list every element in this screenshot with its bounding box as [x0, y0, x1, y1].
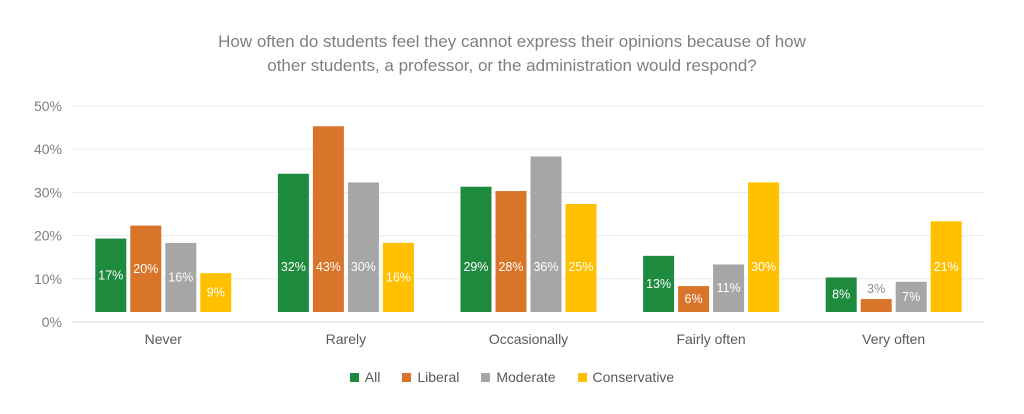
bar-moderate-fairly-often: [713, 264, 745, 312]
bar-moderate-very-often: [895, 281, 927, 312]
bar-liberal-never: [130, 225, 162, 312]
data-label: 29%: [463, 260, 488, 274]
bar-all-never: [95, 238, 127, 312]
data-label: 11%: [717, 281, 741, 295]
bar-liberal-occasionally: [495, 191, 527, 312]
legend-swatch: [349, 372, 359, 382]
x-axis-categories: Never Rarely Occasionally Fairly often Very …: [145, 331, 926, 347]
legend-item-all: All: [349, 369, 381, 385]
legend-swatch: [577, 372, 587, 382]
data-label: 9%: [207, 286, 225, 300]
bar-liberal-fairly-often: [678, 286, 710, 312]
legend-swatch: [402, 372, 412, 382]
data-label: 16%: [386, 270, 411, 284]
category-label: Fairly often: [676, 331, 745, 347]
legend-item-liberal: Liberal: [402, 369, 459, 385]
bar-conservative-rarely: [382, 242, 414, 312]
chart-title-line-2: other students, a professor, or the admi…: [267, 56, 757, 75]
bar-all-occasionally: [460, 186, 492, 312]
bars: [95, 126, 962, 313]
y-tick-label: 0%: [42, 314, 62, 330]
bar-all-very-often: [825, 277, 857, 312]
bar-all-rarely: [277, 173, 309, 312]
data-label: 28%: [498, 260, 523, 274]
chart-title: How often do students feel they cannot e…: [0, 30, 1024, 78]
data-label: 8%: [832, 288, 850, 302]
y-tick-label: 20%: [34, 228, 62, 244]
data-label: 6%: [685, 292, 703, 306]
data-label: 7%: [902, 290, 920, 304]
y-tick-label: 50%: [34, 98, 62, 114]
bar-conservative-very-often: [930, 221, 962, 312]
y-tick-label: 30%: [34, 184, 62, 200]
bar-conservative-occasionally: [565, 204, 597, 312]
bar-conservative-never: [200, 273, 232, 312]
bar-moderate-occasionally: [530, 156, 562, 312]
bar-all-fairly-often: [643, 255, 675, 312]
data-label: 3%: [867, 282, 885, 296]
data-label: 30%: [751, 260, 776, 274]
data-labels: 17% 20% 16% 9% 32% 43% 30% 16% 29% 28% 36% 25% 13% 6%…: [98, 260, 958, 306]
data-label: 13%: [646, 277, 671, 291]
legend-label: Liberal: [417, 369, 460, 385]
y-axis-ticks: 0% 10% 20% 30% 40% 50%: [34, 98, 62, 330]
legend-item-conservative: Conservative: [577, 369, 675, 385]
legend-item-moderate: Moderate: [481, 369, 556, 385]
bar-moderate-never: [165, 242, 197, 312]
y-tick-label: 40%: [34, 141, 62, 157]
y-tick-label: 10%: [34, 271, 62, 287]
data-label: 30%: [351, 260, 376, 274]
legend-label: All: [364, 369, 381, 385]
legend: All Liberal Moderate Conservative: [0, 369, 1024, 385]
bar-liberal-very-often: [860, 299, 892, 312]
data-label: 43%: [316, 260, 341, 274]
legend-swatch: [481, 372, 491, 382]
legend-label: Moderate: [496, 369, 556, 385]
chart-title-line-1: How often do students feel they cannot e…: [218, 32, 806, 51]
data-label: 16%: [168, 270, 193, 284]
category-label: Rarely: [326, 331, 366, 347]
category-label: Occasionally: [489, 331, 568, 347]
data-label: 25%: [568, 260, 593, 274]
data-label: 32%: [281, 260, 306, 274]
bar-liberal-rarely: [312, 126, 344, 313]
legend-label: Conservative: [592, 369, 675, 385]
data-label: 21%: [934, 260, 959, 274]
data-label: 36%: [533, 260, 558, 274]
bar-conservative-fairly-often: [748, 182, 780, 312]
category-label: Very often: [862, 331, 925, 347]
bar-moderate-rarely: [347, 182, 379, 312]
category-label: Never: [145, 331, 183, 347]
data-label: 17%: [98, 268, 123, 282]
data-label: 20%: [133, 262, 158, 276]
